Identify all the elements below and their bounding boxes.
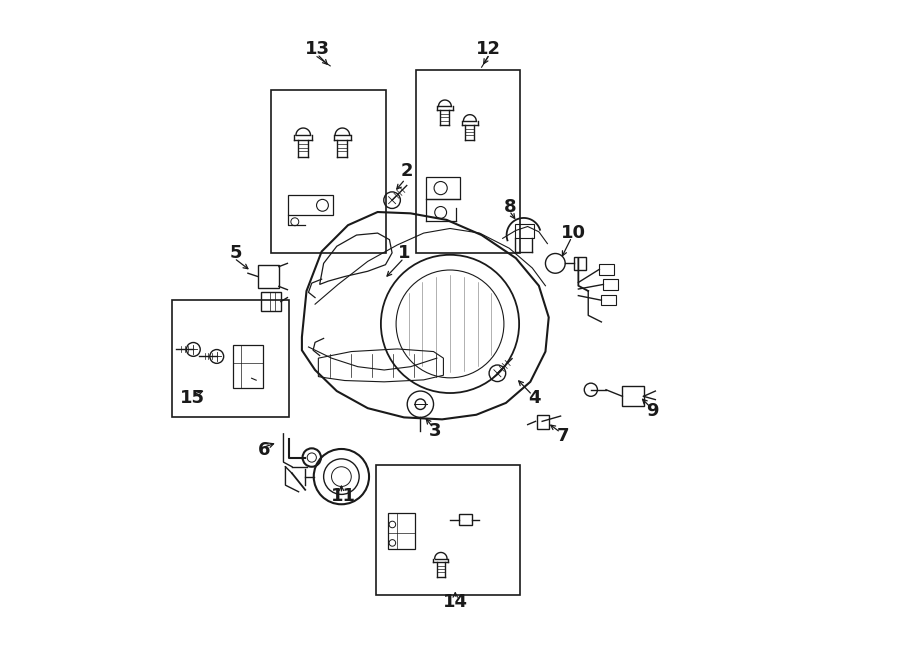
Bar bbox=[623, 387, 644, 407]
Text: 7: 7 bbox=[557, 427, 570, 445]
Text: 6: 6 bbox=[258, 442, 271, 459]
Bar bbox=[261, 292, 281, 311]
Bar bbox=[603, 279, 617, 290]
Text: 5: 5 bbox=[230, 244, 242, 262]
Bar bbox=[376, 465, 520, 595]
Bar bbox=[388, 514, 416, 549]
Text: 11: 11 bbox=[331, 487, 356, 506]
Bar bbox=[257, 264, 279, 288]
Bar bbox=[515, 224, 535, 239]
Text: 3: 3 bbox=[429, 422, 442, 440]
Text: 12: 12 bbox=[476, 40, 500, 58]
Text: 13: 13 bbox=[304, 40, 329, 58]
Bar bbox=[233, 345, 263, 388]
Text: 8: 8 bbox=[504, 198, 517, 215]
Text: 4: 4 bbox=[528, 389, 541, 407]
Text: 10: 10 bbox=[562, 224, 586, 242]
Bar bbox=[459, 514, 472, 525]
Bar bbox=[601, 295, 616, 305]
Text: 9: 9 bbox=[646, 402, 659, 420]
Bar bbox=[573, 256, 586, 270]
Bar bbox=[271, 90, 386, 253]
Text: 2: 2 bbox=[401, 162, 413, 180]
Bar bbox=[427, 177, 461, 199]
Bar bbox=[599, 264, 614, 274]
Bar bbox=[172, 300, 290, 417]
Text: 1: 1 bbox=[398, 244, 410, 262]
Text: 15: 15 bbox=[179, 389, 204, 407]
Bar bbox=[537, 414, 549, 429]
Bar bbox=[416, 70, 520, 253]
Bar bbox=[288, 196, 333, 215]
Text: 14: 14 bbox=[443, 593, 468, 611]
